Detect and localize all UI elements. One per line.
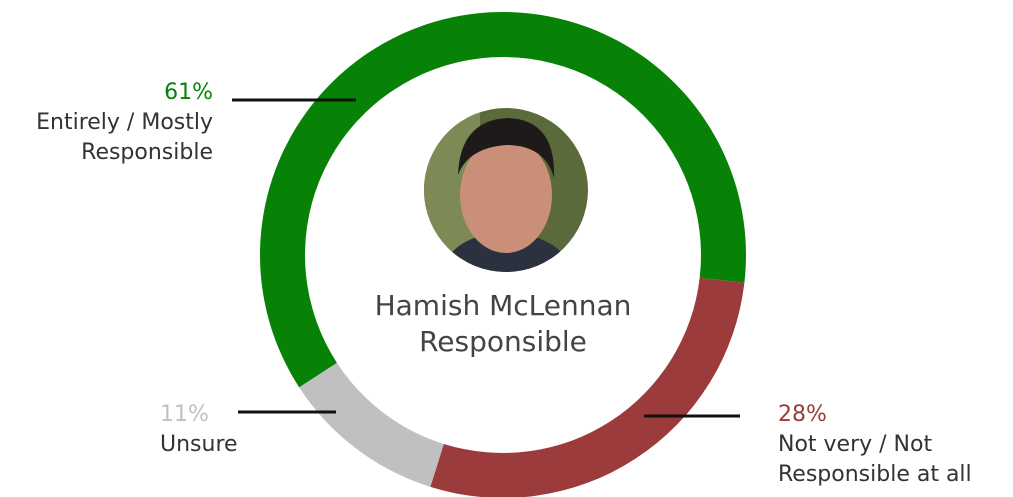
value-label: 61% [0,78,213,108]
value-label: 11% [160,400,310,430]
category-label: Not very / Not Responsible at all [778,432,972,487]
page: 61% Entirely / Mostly Responsible 28% No… [0,0,1013,497]
slice-label: 11% Unsure [160,400,310,460]
slice-label: 61% Entirely / Mostly Responsible [0,78,213,168]
category-label: Entirely / Mostly Responsible [36,110,213,165]
portrait [420,105,595,275]
center-label: Hamish McLennan Responsible [343,288,663,360]
slice-label: 28% Not very / Not Responsible at all [778,400,1010,490]
donut-slice [299,363,444,487]
value-label: 28% [778,400,1010,430]
category-label: Unsure [160,432,238,457]
